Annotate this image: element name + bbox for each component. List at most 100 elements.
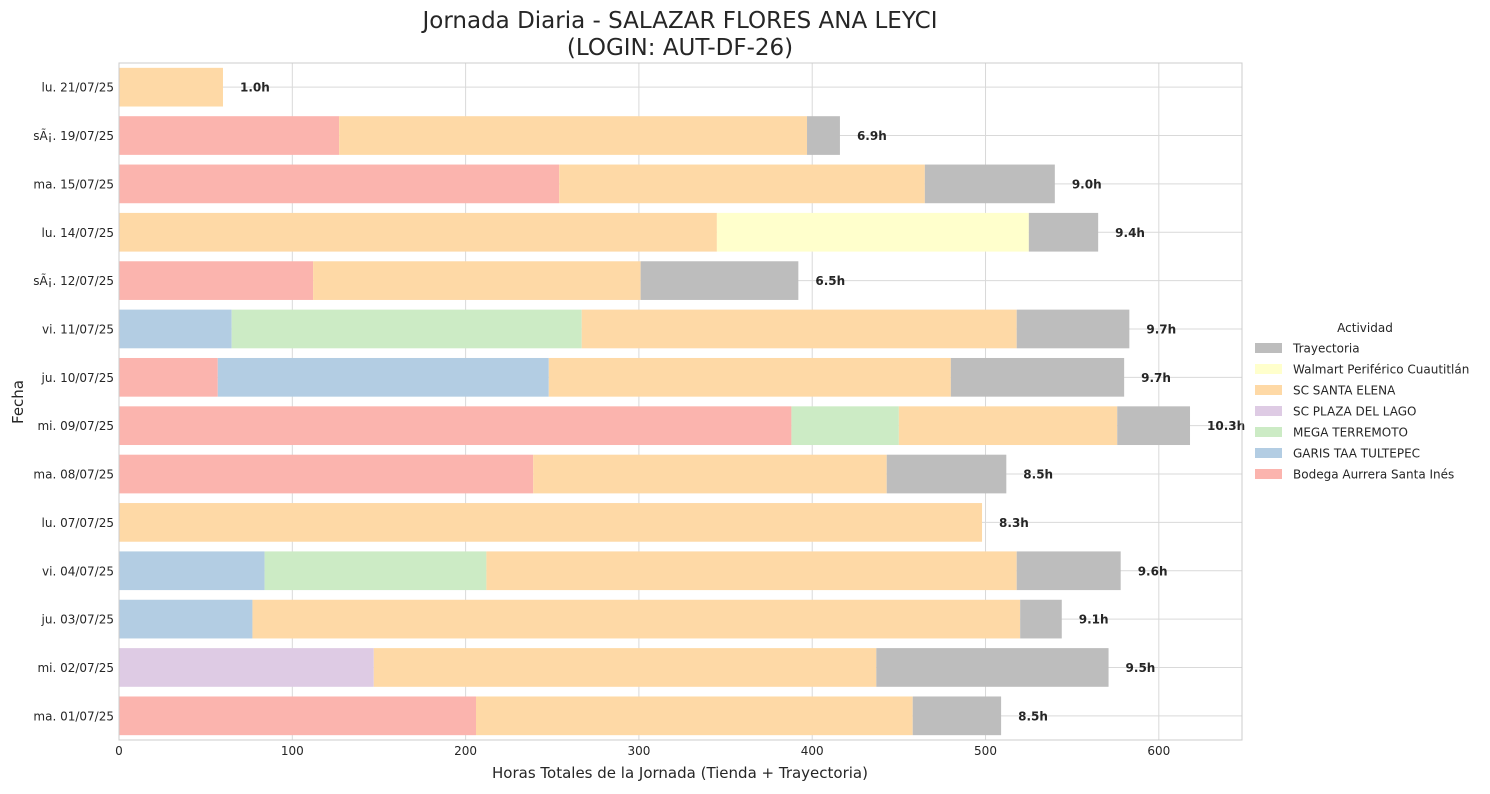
legend-label: Trayectoria — [1292, 342, 1360, 356]
y-tick-label: lu. 07/07/25 — [42, 516, 114, 530]
bar-segment — [119, 551, 265, 591]
bar-total-label: 9.1h — [1079, 613, 1109, 627]
bar-segment — [1016, 309, 1130, 349]
bar-segment — [119, 261, 314, 300]
chart-title-line1: Jornada Diaria - SALAZAR FLORES ANA LEYC… — [421, 8, 938, 34]
y-tick-label: ju. 10/07/25 — [41, 371, 114, 385]
y-tick-label: ma. 08/07/25 — [33, 468, 114, 482]
bar-segment — [716, 212, 1029, 252]
bar-segment — [339, 116, 808, 155]
bar-segment — [950, 357, 1125, 397]
legend-label: Bodega Aurrera Santa Inés — [1293, 468, 1454, 482]
legend-swatch — [1255, 343, 1282, 353]
bar-total-label: 9.6h — [1138, 564, 1168, 578]
legend: Actividad Trayectoria Walmart Periférico … — [1255, 321, 1469, 482]
legend-label: SC PLAZA DEL LAGO — [1293, 405, 1417, 419]
bar-segment — [898, 406, 1118, 446]
bar-total-label: 8.5h — [1018, 709, 1048, 723]
y-tick-label: mi. 02/07/25 — [37, 661, 114, 675]
bar-segment — [231, 309, 582, 349]
y-axis-label: Fecha — [9, 380, 27, 424]
bar-segment — [119, 406, 792, 446]
bar-segment — [313, 261, 641, 300]
bar-total-label: 6.5h — [815, 274, 845, 288]
bar-segment — [119, 212, 717, 252]
y-tick-label: lu. 14/07/25 — [42, 226, 114, 240]
x-tick-label: 300 — [627, 744, 650, 758]
y-tick-label: vi. 04/07/25 — [42, 564, 114, 578]
x-tick-label: 100 — [281, 744, 304, 758]
x-tick-label: 400 — [801, 744, 824, 758]
bar-segment — [119, 357, 218, 397]
bar-segment — [486, 551, 1017, 591]
legend-swatch — [1255, 364, 1282, 374]
bar-segment — [119, 696, 477, 736]
bar-segment — [119, 116, 340, 155]
bar-segment — [886, 454, 1007, 494]
bar-segment — [119, 67, 223, 107]
bar-total-label: 9.7h — [1146, 322, 1176, 336]
bar-segment — [119, 309, 232, 349]
y-tick-label: sÃ¡. 19/07/25 — [33, 128, 114, 143]
legend-label: GARIS TAA TULTEPEC — [1293, 447, 1420, 461]
y-tick-label: ma. 15/07/25 — [33, 177, 114, 191]
bar-segment — [373, 648, 877, 687]
bar-segment — [924, 164, 1055, 204]
bar-segment — [1028, 212, 1099, 252]
bar-total-label: 8.3h — [999, 516, 1029, 530]
y-tick-label: ju. 03/07/25 — [41, 613, 114, 627]
legend-label: MEGA TERREMOTO — [1293, 426, 1408, 440]
bar-total-label: 9.5h — [1126, 661, 1156, 675]
plot-frame — [118, 62, 1243, 741]
bar-segment — [559, 164, 925, 204]
plot-area: 0 100 200 300 400 500 600 ma. 01/07/25 mi. 02/07… — [33, 62, 1245, 758]
y-tick-label: sÃ¡. 12/07/25 — [33, 273, 114, 288]
legend-label: Walmart Periférico Cuautitlán — [1293, 363, 1469, 377]
bar-total-label: 1.0h — [240, 81, 270, 95]
bar-segment — [1117, 406, 1191, 446]
bar-segment — [533, 454, 887, 494]
bar-segment — [912, 696, 1002, 736]
bar-segment — [807, 116, 840, 155]
bar-segment — [640, 261, 799, 300]
x-tick-label: 0 — [115, 744, 123, 758]
bar-segment — [876, 648, 1109, 687]
bar-total-label: 6.9h — [857, 129, 887, 143]
x-tick-label: 500 — [974, 744, 997, 758]
bar-segment — [548, 357, 951, 397]
bar-total-label: 9.4h — [1115, 226, 1145, 240]
bar-segment — [476, 696, 913, 736]
y-tick-label: vi. 11/07/25 — [42, 322, 114, 336]
legend-swatch — [1255, 427, 1282, 437]
x-tick-label: 200 — [454, 744, 477, 758]
bar-segment — [1016, 551, 1121, 591]
legend-swatch — [1255, 406, 1282, 416]
y-tick-label: mi. 09/07/25 — [37, 419, 114, 433]
bar-total-label: 9.0h — [1072, 177, 1102, 191]
bar-segment — [119, 164, 560, 204]
bar-segment — [581, 309, 1017, 349]
x-axis-label: Horas Totales de la Jornada (Tienda + Tr… — [492, 764, 868, 782]
bar-segment — [217, 357, 549, 397]
legend-title: Actividad — [1337, 321, 1393, 335]
bar-segment — [119, 599, 253, 639]
y-tick-label: ma. 01/07/25 — [33, 709, 114, 723]
bar-total-label: 10.3h — [1207, 419, 1245, 433]
legend-swatch — [1255, 448, 1282, 458]
x-tick-label: 600 — [1147, 744, 1170, 758]
bar-segment — [264, 551, 487, 591]
y-tick-label: lu. 21/07/25 — [42, 81, 114, 95]
bar-total-label: 8.5h — [1023, 468, 1053, 482]
legend-swatch — [1255, 469, 1282, 479]
legend-label: SC SANTA ELENA — [1293, 384, 1396, 398]
bar-segment — [119, 454, 534, 494]
bar-segment — [791, 406, 899, 446]
bar-segment — [119, 503, 983, 542]
legend-swatch — [1255, 385, 1282, 395]
chart-title-line2: (LOGIN: AUT-DF-26) — [567, 35, 793, 61]
bar-total-label: 9.7h — [1141, 371, 1171, 385]
bar-segment — [1020, 599, 1062, 639]
bar-segment — [119, 648, 374, 687]
